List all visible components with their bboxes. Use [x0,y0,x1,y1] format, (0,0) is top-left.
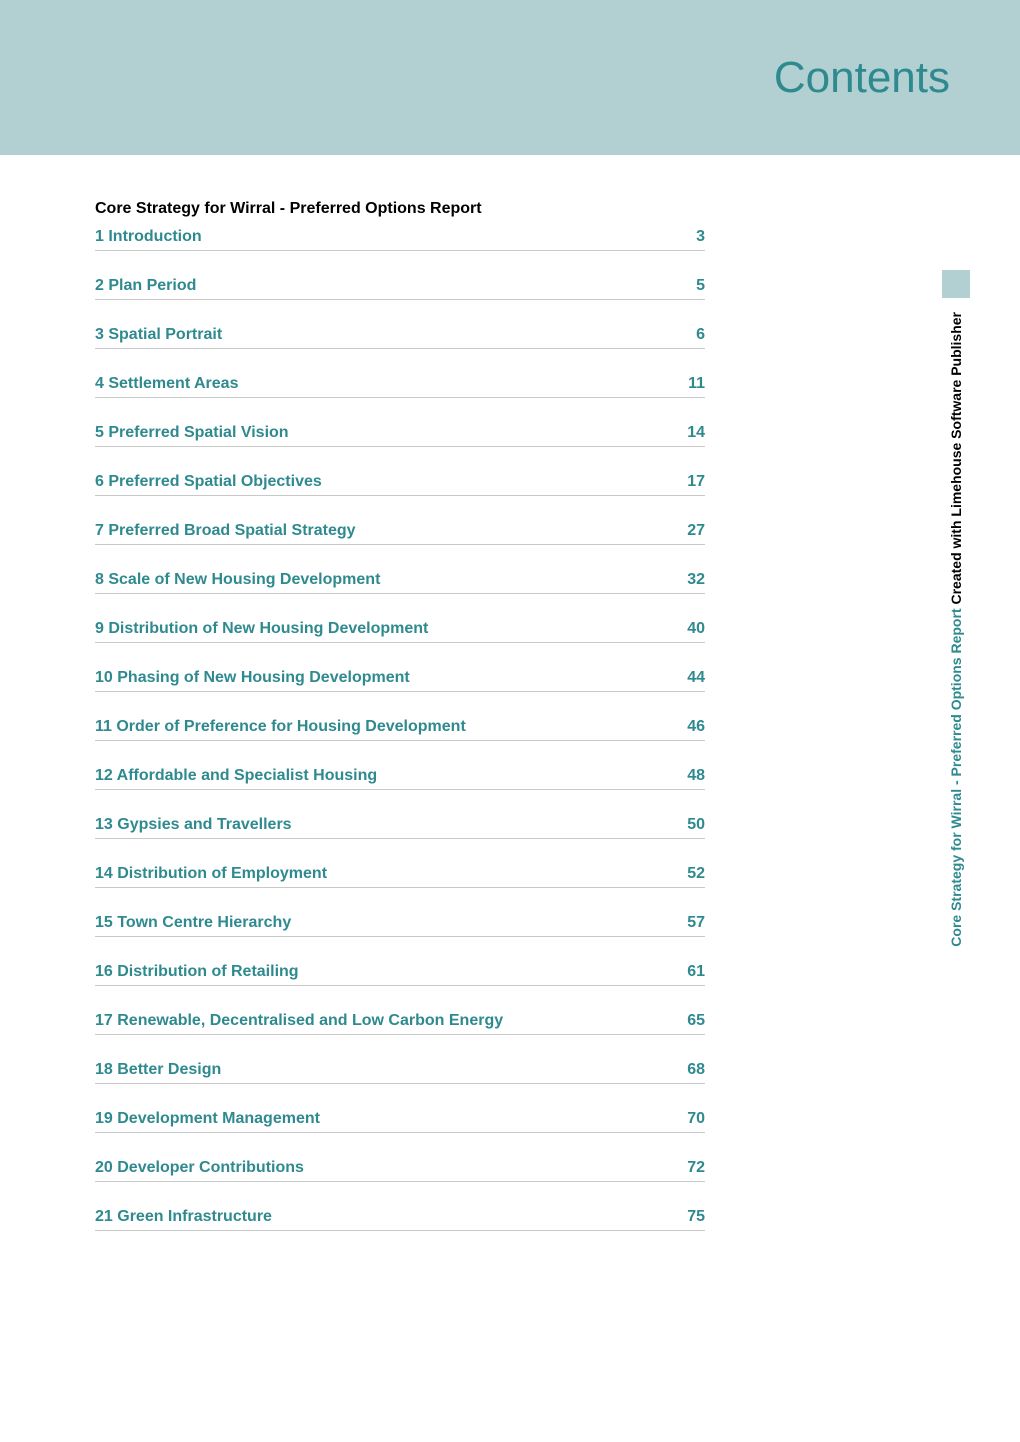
toc-label: 15 Town Centre Hierarchy [95,914,291,932]
toc-label: 4 Settlement Areas [95,375,238,393]
toc-label: 1 Introduction [95,228,202,246]
toc-row[interactable]: 12 Affordable and Specialist Housing 48 [95,765,705,790]
page-title: Contents [774,53,950,103]
toc-label: 21 Green Infrastructure [95,1208,272,1226]
toc-page: 5 [696,277,705,295]
toc-row[interactable]: 17 Renewable, Decentralised and Low Carb… [95,1010,705,1035]
toc-row[interactable]: 6 Preferred Spatial Objectives 17 [95,471,705,496]
toc-page: 17 [687,473,705,491]
toc-page: 32 [687,571,705,589]
toc-row[interactable]: 9 Distribution of New Housing Developmen… [95,618,705,643]
toc-row[interactable]: 18 Better Design 68 [95,1059,705,1084]
header-band: Contents [0,0,1020,155]
toc-row[interactable]: 15 Town Centre Hierarchy 57 [95,912,705,937]
toc-label: 13 Gypsies and Travellers [95,816,292,834]
toc-label: 18 Better Design [95,1061,221,1079]
toc-label: 8 Scale of New Housing Development [95,571,380,589]
toc-row[interactable]: 16 Distribution of Retailing 61 [95,961,705,986]
toc-label: 6 Preferred Spatial Objectives [95,473,322,491]
toc-row[interactable]: 4 Settlement Areas 11 [95,373,705,398]
toc-row[interactable]: 13 Gypsies and Travellers 50 [95,814,705,839]
toc-row[interactable]: 21 Green Infrastructure 75 [95,1206,705,1231]
toc-page: 48 [687,767,705,785]
toc-row[interactable]: 11 Order of Preference for Housing Devel… [95,716,705,741]
toc-page: 6 [696,326,705,344]
toc-page: 11 [688,375,705,393]
toc-label: 2 Plan Period [95,277,196,295]
toc-list: 1 Introduction 3 2 Plan Period 5 3 Spatial P… [95,226,705,1231]
toc-row[interactable]: 20 Developer Contributions 72 [95,1157,705,1182]
toc-page: 27 [687,522,705,540]
toc-row[interactable]: 3 Spatial Portrait 6 [95,324,705,349]
toc-container: Core Strategy for Wirral - Preferred Opt… [0,155,800,1231]
toc-row[interactable]: 10 Phasing of New Housing Development 44 [95,667,705,692]
toc-row[interactable]: 14 Distribution of Employment 52 [95,863,705,888]
side-square-icon [942,270,970,298]
toc-page: 44 [687,669,705,687]
toc-page: 14 [687,424,705,442]
toc-label: 16 Distribution of Retailing [95,963,299,981]
toc-row[interactable]: 8 Scale of New Housing Development 32 [95,569,705,594]
toc-page: 68 [687,1061,705,1079]
toc-page: 3 [696,228,705,246]
side-rail: Core Strategy for Wirral - Preferred Opt… [942,270,970,947]
side-caption-black: Created with Limehouse Software Publishe… [948,312,964,605]
toc-row[interactable]: 19 Development Management 70 [95,1108,705,1133]
toc-page: 65 [687,1012,705,1030]
toc-page: 40 [687,620,705,638]
section-title: Core Strategy for Wirral - Preferred Opt… [95,200,705,218]
toc-label: 12 Affordable and Specialist Housing [95,767,377,785]
toc-page: 46 [687,718,705,736]
toc-page: 70 [687,1110,705,1128]
side-caption: Core Strategy for Wirral - Preferred Opt… [948,312,964,947]
side-caption-teal: Core Strategy for Wirral - Preferred Opt… [948,605,964,947]
toc-label: 5 Preferred Spatial Vision [95,424,289,442]
toc-label: 19 Development Management [95,1110,320,1128]
toc-label: 11 Order of Preference for Housing Devel… [95,718,466,736]
toc-row[interactable]: 2 Plan Period 5 [95,275,705,300]
toc-label: 20 Developer Contributions [95,1159,304,1177]
toc-page: 75 [687,1208,705,1226]
toc-row[interactable]: 7 Preferred Broad Spatial Strategy 27 [95,520,705,545]
toc-row[interactable]: 5 Preferred Spatial Vision 14 [95,422,705,447]
toc-label: 10 Phasing of New Housing Development [95,669,410,687]
toc-label: 9 Distribution of New Housing Developmen… [95,620,428,638]
toc-page: 50 [687,816,705,834]
toc-label: 3 Spatial Portrait [95,326,222,344]
toc-row[interactable]: 1 Introduction 3 [95,226,705,251]
toc-page: 52 [687,865,705,883]
toc-page: 72 [687,1159,705,1177]
toc-label: 7 Preferred Broad Spatial Strategy [95,522,356,540]
toc-label: 17 Renewable, Decentralised and Low Carb… [95,1012,503,1030]
toc-page: 57 [687,914,705,932]
toc-label: 14 Distribution of Employment [95,865,327,883]
toc-page: 61 [687,963,705,981]
